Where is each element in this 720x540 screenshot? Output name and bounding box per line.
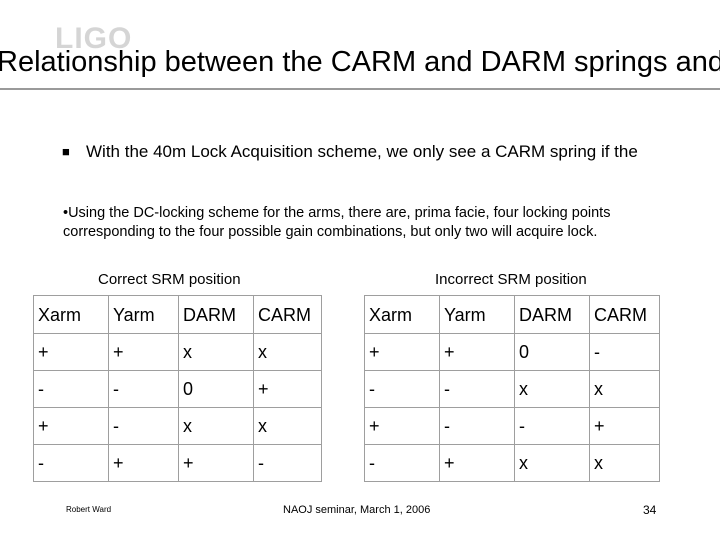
incorrect-srm-table: Xarm Yarm DARM CARM + + 0 - - - x x + - … xyxy=(364,295,660,482)
slide-title-text: Relationship between the CARM and DARM s… xyxy=(0,46,720,78)
header-carm: CARM xyxy=(589,295,660,334)
table-cell: + xyxy=(33,333,109,371)
table-cell: - xyxy=(33,370,109,408)
slide-title: Relationship between the CARM and DARM s… xyxy=(0,42,720,82)
square-bullet-icon: ■ xyxy=(62,144,70,159)
header-yarm: Yarm xyxy=(108,295,179,334)
table-cell: + xyxy=(364,333,440,371)
table-cell: - xyxy=(439,407,515,445)
ligo-logo: LIGO xyxy=(55,22,133,55)
table-cell: + xyxy=(439,333,515,371)
correct-srm-table: Xarm Yarm DARM CARM + + x x - - 0 + + - … xyxy=(33,295,322,482)
table-row: - + + - xyxy=(33,444,322,482)
table-cell: - xyxy=(589,333,660,371)
table-row: - - 0 + xyxy=(33,370,322,408)
header-darm: DARM xyxy=(178,295,254,334)
table-cell: x xyxy=(514,370,590,408)
table-row: + - x x xyxy=(33,407,322,445)
table-cell: - xyxy=(108,370,179,408)
table-row: + - - + xyxy=(364,407,660,445)
main-bullet-text: With the 40m Lock Acquisition scheme, we… xyxy=(86,142,638,161)
footer-event: NAOJ seminar, March 1, 2006 xyxy=(283,504,431,516)
table-cell: - xyxy=(439,370,515,408)
title-divider xyxy=(0,88,720,90)
table-cell: - xyxy=(364,444,440,482)
table-cell: x xyxy=(253,407,322,445)
table-cell: 0 xyxy=(178,370,254,408)
table-cell: x xyxy=(589,370,660,408)
table-row: + + x x xyxy=(33,333,322,371)
main-bullet: ■ With the 40m Lock Acquisition scheme, w… xyxy=(62,141,720,163)
sub-bullet-note: •Using the DC-locking scheme for the arm… xyxy=(63,205,611,240)
table-row: - - x x xyxy=(364,370,660,408)
table-row: + + 0 - xyxy=(364,333,660,371)
left-table-caption: Correct SRM position xyxy=(98,271,241,288)
table-cell: + xyxy=(33,407,109,445)
header-darm: DARM xyxy=(514,295,590,334)
header-xarm: Xarm xyxy=(33,295,109,334)
table-cell: x xyxy=(514,444,590,482)
table-cell: + xyxy=(108,444,179,482)
table-cell: x xyxy=(178,407,254,445)
table-cell: - xyxy=(514,407,590,445)
table-cell: + xyxy=(108,333,179,371)
table-cell: x xyxy=(589,444,660,482)
table-cell: x xyxy=(253,333,322,371)
table-cell: - xyxy=(108,407,179,445)
table-cell: + xyxy=(439,444,515,482)
header-xarm: Xarm xyxy=(364,295,440,334)
table-cell: + xyxy=(589,407,660,445)
table-cell: - xyxy=(253,444,322,482)
footer-author: Robert Ward xyxy=(66,505,112,514)
table-cell: + xyxy=(178,444,254,482)
table-cell: - xyxy=(33,444,109,482)
table-cell: + xyxy=(364,407,440,445)
table-cell: + xyxy=(253,370,322,408)
table-cell: - xyxy=(364,370,440,408)
header-yarm: Yarm xyxy=(439,295,515,334)
table-header-row: Xarm Yarm DARM CARM xyxy=(364,295,660,334)
table-header-row: Xarm Yarm DARM CARM xyxy=(33,295,322,334)
table-row: - + x x xyxy=(364,444,660,482)
right-table-caption: Incorrect SRM position xyxy=(435,271,587,288)
table-cell: x xyxy=(178,333,254,371)
table-cell: 0 xyxy=(514,333,590,371)
page-number: 34 xyxy=(643,503,657,517)
header-carm: CARM xyxy=(253,295,322,334)
